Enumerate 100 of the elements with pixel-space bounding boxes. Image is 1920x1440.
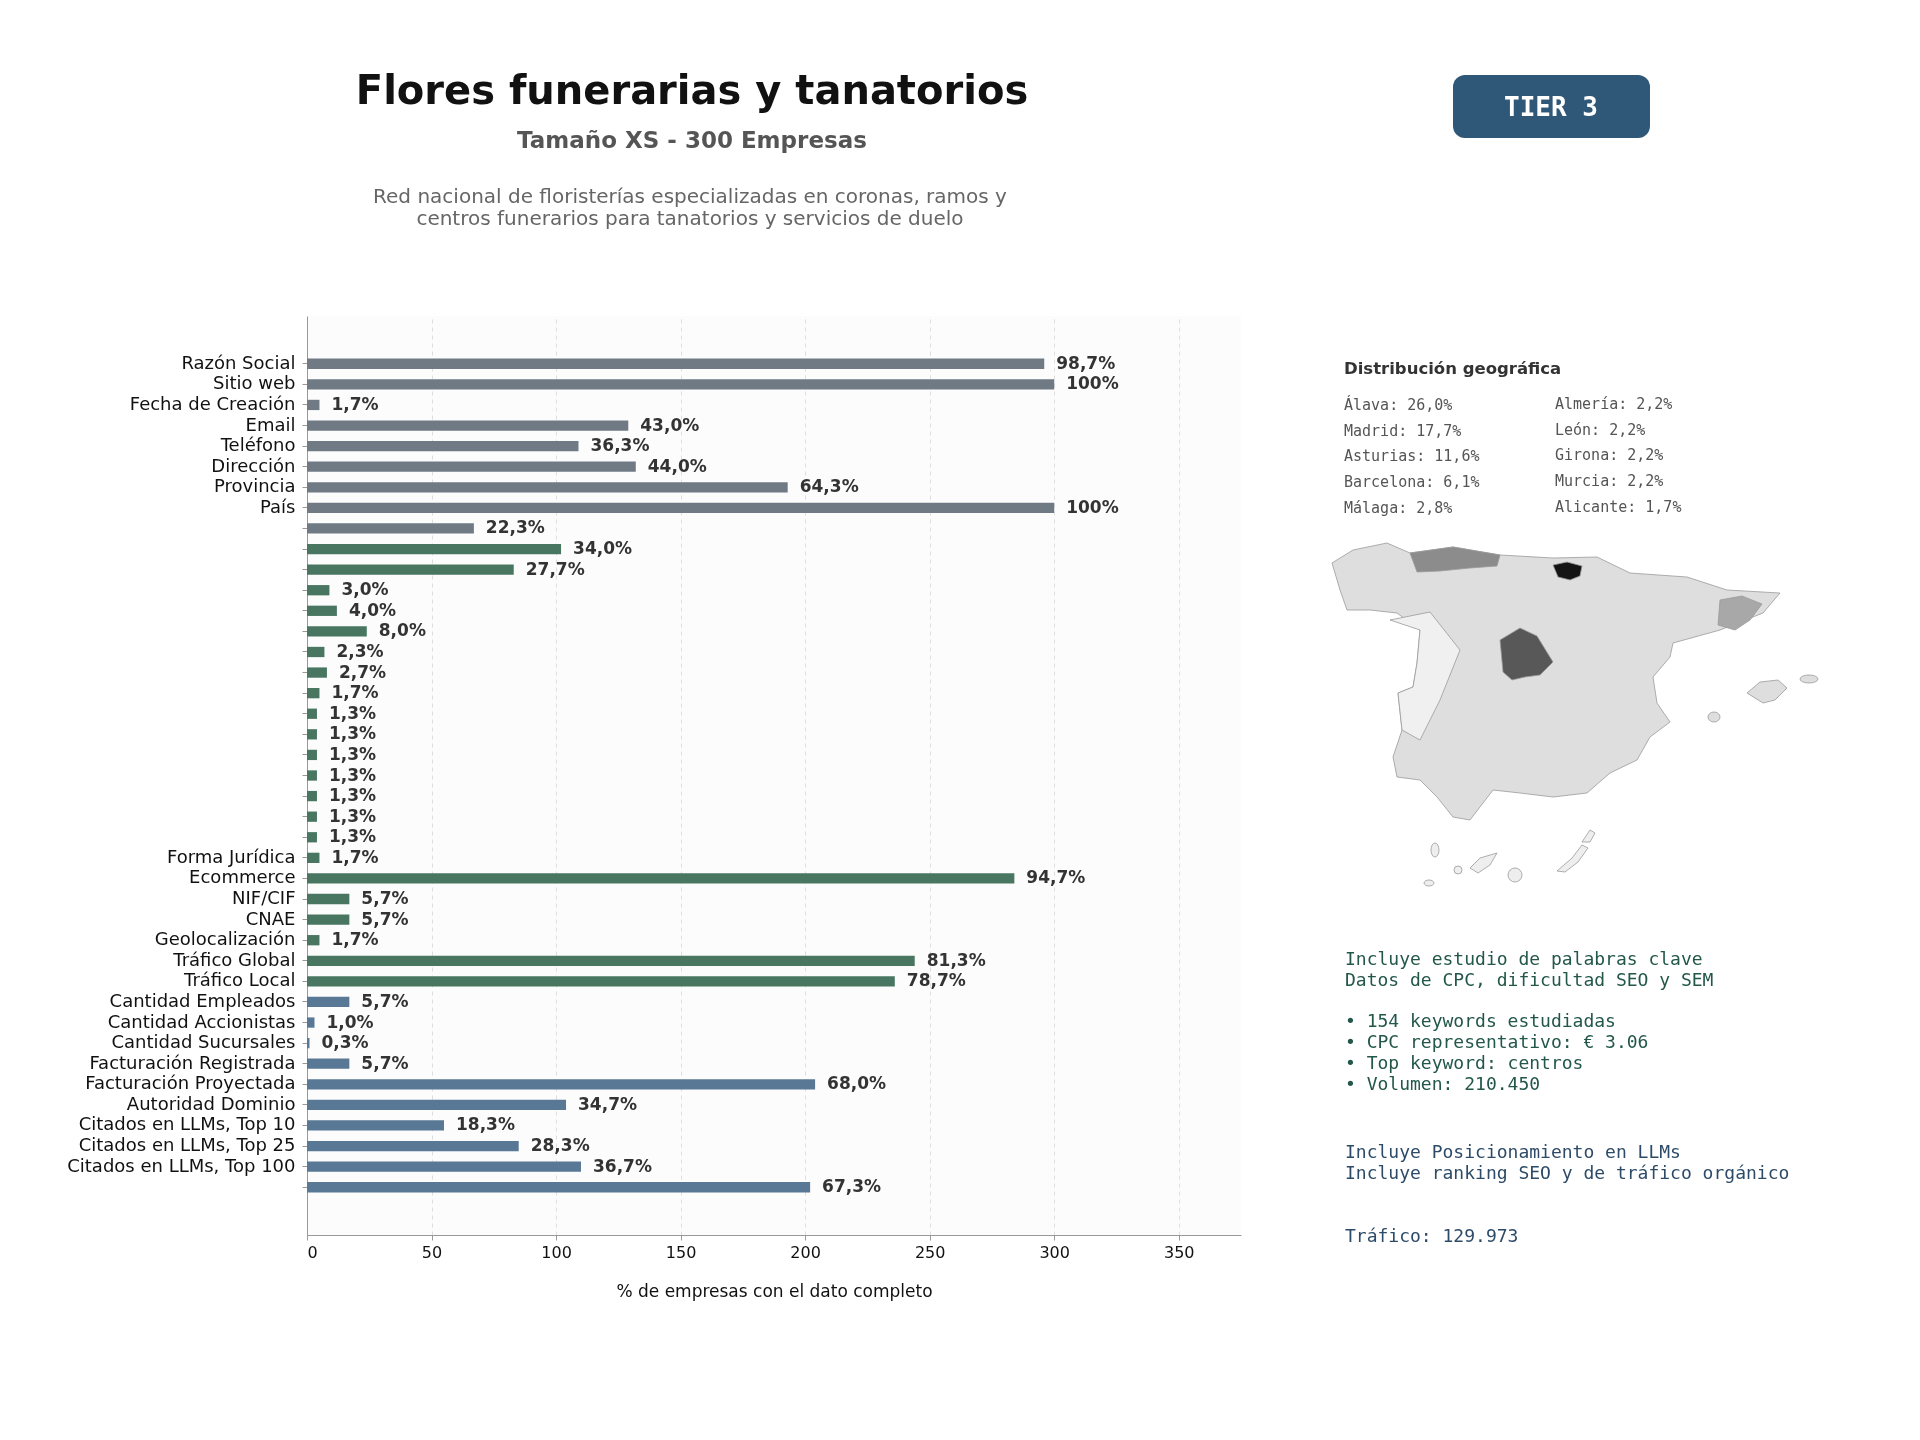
text: Madrid: 17,7% <box>1344 422 1462 440</box>
annotation: 1,7% <box>331 846 379 867</box>
bar <box>307 790 317 802</box>
y-tick-label: Email <box>245 413 296 435</box>
annotation: 1,0% <box>326 1011 374 1032</box>
bar <box>307 461 636 472</box>
annotation: 1,7% <box>331 393 379 414</box>
y-tick-label: Fecha de Creación <box>129 392 296 414</box>
x-tick-label: 100 <box>541 1242 572 1262</box>
x-tick-label: 50 <box>421 1242 443 1262</box>
x-tick-label: 150 <box>665 1242 697 1262</box>
annotation: 1,7% <box>331 682 379 703</box>
annotation: 18,3% <box>455 1114 515 1135</box>
annotation: 1,3% <box>328 764 377 785</box>
bar <box>307 1099 567 1111</box>
annotation: 27,7% <box>525 558 585 579</box>
annotation: 100% <box>1066 496 1119 517</box>
bar <box>307 440 579 452</box>
x-tick-label: 0 <box>307 1242 318 1262</box>
bar <box>307 688 320 699</box>
bar <box>307 1182 811 1193</box>
y-tick-label: Facturación Registrada <box>89 1051 296 1073</box>
text: • Volumen: 210.450 <box>1345 1073 1541 1094</box>
bar <box>307 1140 519 1152</box>
annotation: 1,3% <box>328 702 377 723</box>
text: Girona: 2,2% <box>1555 446 1664 464</box>
y-tick-label: Geolocalización <box>154 928 296 950</box>
text: Barcelona: 6,1% <box>1344 473 1480 491</box>
y-tick-label: Tráfico Global <box>172 948 296 970</box>
annotation: 1,7% <box>331 929 379 950</box>
bar <box>307 667 327 678</box>
bar <box>307 708 317 719</box>
text: Álava: 26,0% <box>1344 395 1453 414</box>
text: Almería: 2,2% <box>1555 395 1673 413</box>
y-tick-label: Teléfono <box>219 434 296 456</box>
y-tick-label: Facturación Proyectada <box>85 1072 296 1094</box>
bar <box>307 873 1015 884</box>
annotation: 5,7% <box>361 990 409 1011</box>
y-tick-label: Dirección <box>211 454 296 476</box>
y-tick-label: NIF/CIF <box>232 887 296 909</box>
annotation: 81,3% <box>926 949 986 970</box>
text: • CPC representativo: € 3.06 <box>1345 1031 1649 1052</box>
annotation: 28,3% <box>530 1135 590 1156</box>
text: Tráfico: 129.973 <box>1345 1225 1519 1246</box>
annotation: 8,0% <box>378 620 426 641</box>
bar <box>307 502 1055 514</box>
bar <box>307 605 337 616</box>
annotation: 78,7% <box>906 970 966 991</box>
annotation: 44,0% <box>647 455 707 476</box>
text: • 154 keywords estudiadas <box>1345 1010 1616 1031</box>
bar <box>307 832 317 843</box>
bar <box>307 646 325 658</box>
text: Datos de CPC, dificultad SEO y SEM <box>1345 969 1714 990</box>
y-tick-label: Ecommerce <box>189 866 296 888</box>
y-tick-label: CNAE <box>245 907 296 929</box>
chart-subtitle: Tamaño XS - 300 Empresas <box>517 127 867 153</box>
bar <box>307 585 330 596</box>
text: TIER 3 <box>1504 92 1598 122</box>
annotation: 2,3% <box>336 640 384 661</box>
bar <box>307 770 317 781</box>
y-tick-label: Razón Social <box>181 351 296 373</box>
text: Málaga: 2,8% <box>1344 499 1453 517</box>
bar <box>307 893 350 905</box>
bar <box>307 1120 444 1131</box>
bar <box>307 1017 315 1028</box>
bar <box>307 976 895 987</box>
bar <box>307 811 317 822</box>
annotation: 67,3% <box>822 1176 882 1197</box>
bar <box>307 626 367 637</box>
annotation: 1,3% <box>328 785 377 806</box>
bar <box>307 914 350 925</box>
bar <box>307 1079 816 1090</box>
annotation: 5,7% <box>361 908 409 929</box>
annotation: 34,0% <box>573 538 633 559</box>
annotation: 22,3% <box>485 517 545 538</box>
y-tick-label: Tráfico Local <box>183 969 296 991</box>
bar <box>307 523 474 534</box>
y-tick-label: Citados en LLMs, Top 100 <box>67 1154 296 1176</box>
y-tick-label: Citados en LLMs, Top 10 <box>78 1113 296 1135</box>
annotation: 5,7% <box>361 1052 409 1073</box>
text: Alicante: 1,7% <box>1555 498 1682 516</box>
x-tick-label: 200 <box>790 1242 821 1262</box>
bar <box>307 358 1045 369</box>
chart-title: Flores funerarias y tanatorios <box>355 67 1029 113</box>
annotation: 3,0% <box>341 579 389 600</box>
y-tick-label: Cantidad Empleados <box>109 989 296 1011</box>
x-tick-label: 350 <box>1163 1242 1195 1262</box>
y-tick-label: Sitio web <box>213 372 296 394</box>
y-tick-label: País <box>260 495 296 517</box>
text: Asturias: 11,6% <box>1344 447 1480 465</box>
bar <box>307 564 514 575</box>
text: Incluye ranking SEO y de tráfico orgánico <box>1345 1162 1790 1183</box>
annotation: 98,7% <box>1056 352 1116 373</box>
y-tick-label: Cantidad Accionistas <box>107 1010 296 1032</box>
annotation: 1,3% <box>328 743 377 764</box>
annotation: 43,0% <box>640 414 700 435</box>
text: Distribución geográfica <box>1344 359 1562 378</box>
annotation: 4,0% <box>348 599 397 620</box>
text: • Top keyword: centros <box>1345 1052 1584 1073</box>
annotation: 36,3% <box>590 435 650 456</box>
